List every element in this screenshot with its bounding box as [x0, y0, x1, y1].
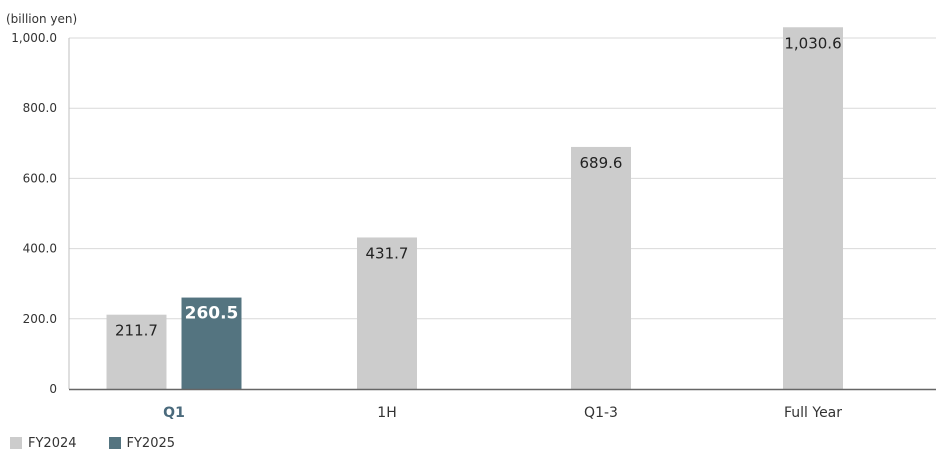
legend-swatch-fy2025 [108, 437, 121, 449]
bar-chart: (billion yen) 0 200.0 400.0 600.0 800.0 1,000.… [6, 12, 936, 421]
data-label-fy2024-full-year: 1,030.6 [784, 34, 841, 52]
x-tick-label-full-year: Full Year [784, 405, 842, 421]
legend-item-fy2025: FY2025 [108, 435, 176, 451]
legend: FY2024 FY2025 [10, 434, 207, 452]
x-tick-label-q1-3: Q1-3 [584, 405, 618, 421]
bar-fy2024-q1-3 [571, 146, 631, 389]
y-tick-label: 0 [49, 382, 57, 396]
bar-fy2024-1h [357, 237, 417, 389]
y-axis-unit-label: (billion yen) [6, 12, 77, 26]
y-tick-label: 200.0 [23, 312, 57, 326]
y-tick-label: 600.0 [23, 171, 57, 185]
legend-swatch-fy2024 [10, 437, 22, 449]
bar-fy2024-q1 [106, 314, 167, 389]
legend-label-fy2025: FY2025 [126, 435, 176, 451]
x-tick-label-1h: 1H [377, 405, 396, 421]
data-label-fy2024-q1: 211.7 [115, 322, 158, 340]
legend-label-fy2024: FY2024 [28, 435, 77, 451]
y-tick-label: 800.0 [23, 101, 57, 115]
bar-fy2025-q1 [181, 297, 242, 389]
data-label-fy2025-q1: 260.5 [185, 304, 239, 324]
y-tick-label: 1,000.0 [11, 31, 57, 45]
legend-item-fy2024: FY2024 [10, 436, 77, 451]
data-label-fy2024-1h: 431.7 [366, 244, 409, 262]
data-label-fy2024-q1-3: 689.6 [580, 154, 623, 172]
y-tick-label: 400.0 [23, 242, 57, 256]
bar-fy2024-full-year [783, 27, 843, 389]
x-tick-label-q1: Q1 [163, 405, 185, 421]
